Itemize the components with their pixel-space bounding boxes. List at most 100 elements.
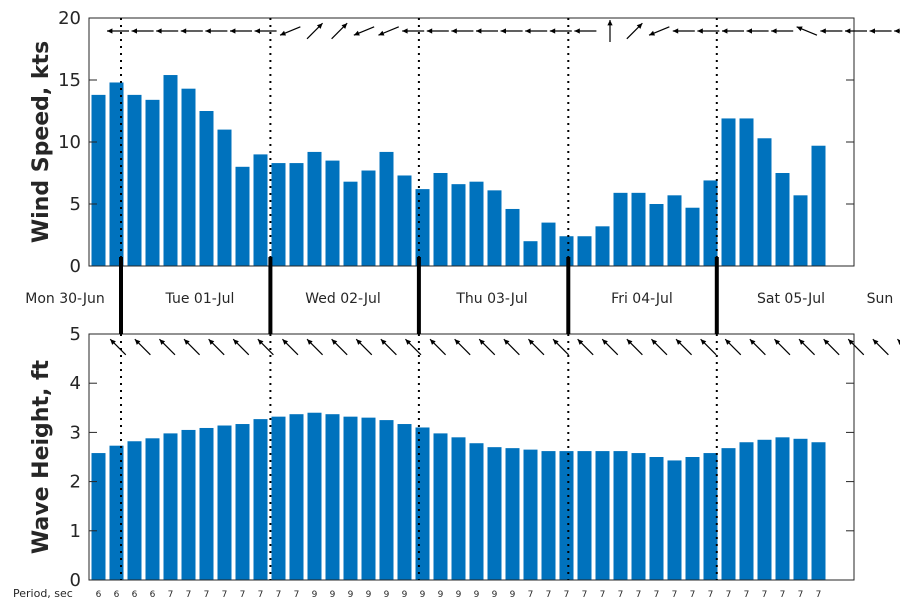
wind-bar bbox=[649, 204, 664, 266]
wind-bar bbox=[235, 166, 250, 266]
wave-bar bbox=[667, 460, 682, 580]
arrow-head bbox=[796, 26, 803, 32]
wind-bar bbox=[613, 192, 628, 266]
arrow-head bbox=[722, 28, 728, 34]
arrow-head bbox=[356, 339, 362, 345]
wave-bar bbox=[379, 420, 394, 580]
day-label: Mon 30-Jun bbox=[25, 291, 105, 307]
wave-height-panel: 0 1 2 3 4 5 Wave Height, ft bbox=[29, 324, 900, 591]
wind-bar bbox=[325, 160, 340, 266]
period-value: 7 bbox=[564, 590, 570, 600]
wind-bar bbox=[757, 138, 772, 266]
wave-bar bbox=[361, 417, 376, 580]
wave-tick-label: 4 bbox=[70, 373, 81, 394]
wind-direction-arrow bbox=[426, 28, 449, 34]
wind-bar bbox=[667, 195, 682, 266]
arrow-head bbox=[282, 339, 289, 345]
period-value: 7 bbox=[654, 590, 660, 600]
wave-direction-arrow bbox=[577, 338, 594, 356]
wave-direction-arrow bbox=[749, 338, 766, 356]
arrow-head bbox=[869, 28, 876, 34]
period-value: 7 bbox=[528, 590, 534, 600]
arrow-head bbox=[820, 28, 826, 34]
wind-direction-arrow bbox=[672, 28, 695, 34]
wave-bar bbox=[739, 442, 754, 580]
wave-direction-arrow bbox=[380, 338, 397, 356]
wave-direction-arrow bbox=[355, 338, 373, 356]
period-value: 7 bbox=[636, 590, 642, 600]
arrow-head bbox=[107, 28, 113, 34]
wave-direction-arrow bbox=[724, 338, 742, 356]
period-value: 9 bbox=[384, 590, 390, 600]
wave-direction-arrow bbox=[847, 338, 865, 356]
wind-bar bbox=[217, 129, 232, 266]
arrow-head bbox=[479, 339, 485, 345]
wind-direction-arrow bbox=[331, 22, 348, 40]
wind-direction-arrow bbox=[131, 28, 154, 34]
wave-tick-label: 5 bbox=[70, 324, 81, 345]
day-label: Tue 01-Jul bbox=[165, 291, 235, 307]
wind-direction-arrow bbox=[353, 26, 375, 36]
wind-direction-arrow bbox=[845, 28, 867, 34]
wave-direction-arrow bbox=[773, 338, 791, 356]
wind-bar bbox=[253, 154, 268, 266]
wave-direction-arrow bbox=[232, 338, 250, 356]
arrow-head bbox=[280, 30, 287, 36]
wind-bar bbox=[433, 173, 448, 266]
wind-tick-label: 15 bbox=[58, 70, 81, 91]
wind-direction-arrow bbox=[107, 28, 129, 34]
wave-direction-arrow bbox=[208, 338, 225, 356]
wind-bar bbox=[145, 99, 160, 266]
wave-direction-arrow bbox=[675, 338, 693, 356]
period-value: 7 bbox=[294, 590, 300, 600]
arrow-head bbox=[602, 339, 608, 345]
wind-direction-arrow bbox=[869, 28, 892, 34]
period-value: 9 bbox=[510, 590, 516, 600]
wind-direction-arrow bbox=[626, 22, 643, 40]
wave-bar bbox=[415, 427, 430, 580]
wind-direction-arrow bbox=[574, 28, 597, 34]
period-value: 7 bbox=[762, 590, 768, 600]
arrow-head bbox=[848, 339, 854, 345]
arrow-head bbox=[378, 30, 385, 36]
period-value: 9 bbox=[456, 590, 462, 600]
period-value: 9 bbox=[420, 590, 426, 600]
arrow-head bbox=[651, 339, 658, 345]
arrow-head bbox=[845, 28, 851, 34]
arrow-head bbox=[233, 339, 239, 345]
wind-direction-arrow bbox=[500, 28, 523, 34]
wind-bar bbox=[577, 236, 592, 266]
wave-bar bbox=[595, 451, 610, 580]
wave-bar bbox=[217, 425, 232, 580]
period-value: 7 bbox=[258, 590, 264, 600]
wind-bar bbox=[505, 208, 520, 266]
arrow-head bbox=[746, 28, 753, 34]
arrow-head bbox=[353, 30, 360, 36]
wave-bar bbox=[469, 443, 484, 580]
wind-bar bbox=[451, 184, 466, 266]
wind-direction-arrow bbox=[607, 20, 613, 42]
wave-direction-arrow bbox=[527, 338, 545, 356]
period-value: 7 bbox=[186, 590, 192, 600]
wind-bar bbox=[397, 175, 412, 266]
arrow-head bbox=[156, 28, 162, 34]
wind-direction-arrow bbox=[722, 28, 744, 34]
period-value: 7 bbox=[240, 590, 246, 600]
wave-bar bbox=[145, 438, 160, 580]
wind-direction-arrow bbox=[820, 28, 843, 34]
wave-bar bbox=[235, 424, 250, 580]
period-value: 7 bbox=[726, 590, 732, 600]
period-value: 6 bbox=[96, 590, 102, 600]
wind-bar bbox=[739, 118, 754, 266]
arrow-head bbox=[331, 339, 338, 345]
wave-bar bbox=[433, 433, 448, 580]
wind-bar bbox=[199, 111, 214, 266]
wave-direction-arrow bbox=[700, 338, 717, 356]
wave-tick-label: 2 bbox=[70, 472, 81, 493]
wave-direction-arrow bbox=[552, 338, 570, 356]
arrow-head bbox=[503, 339, 510, 345]
arrow-head bbox=[402, 28, 408, 34]
wave-plot-frame bbox=[88, 333, 855, 581]
